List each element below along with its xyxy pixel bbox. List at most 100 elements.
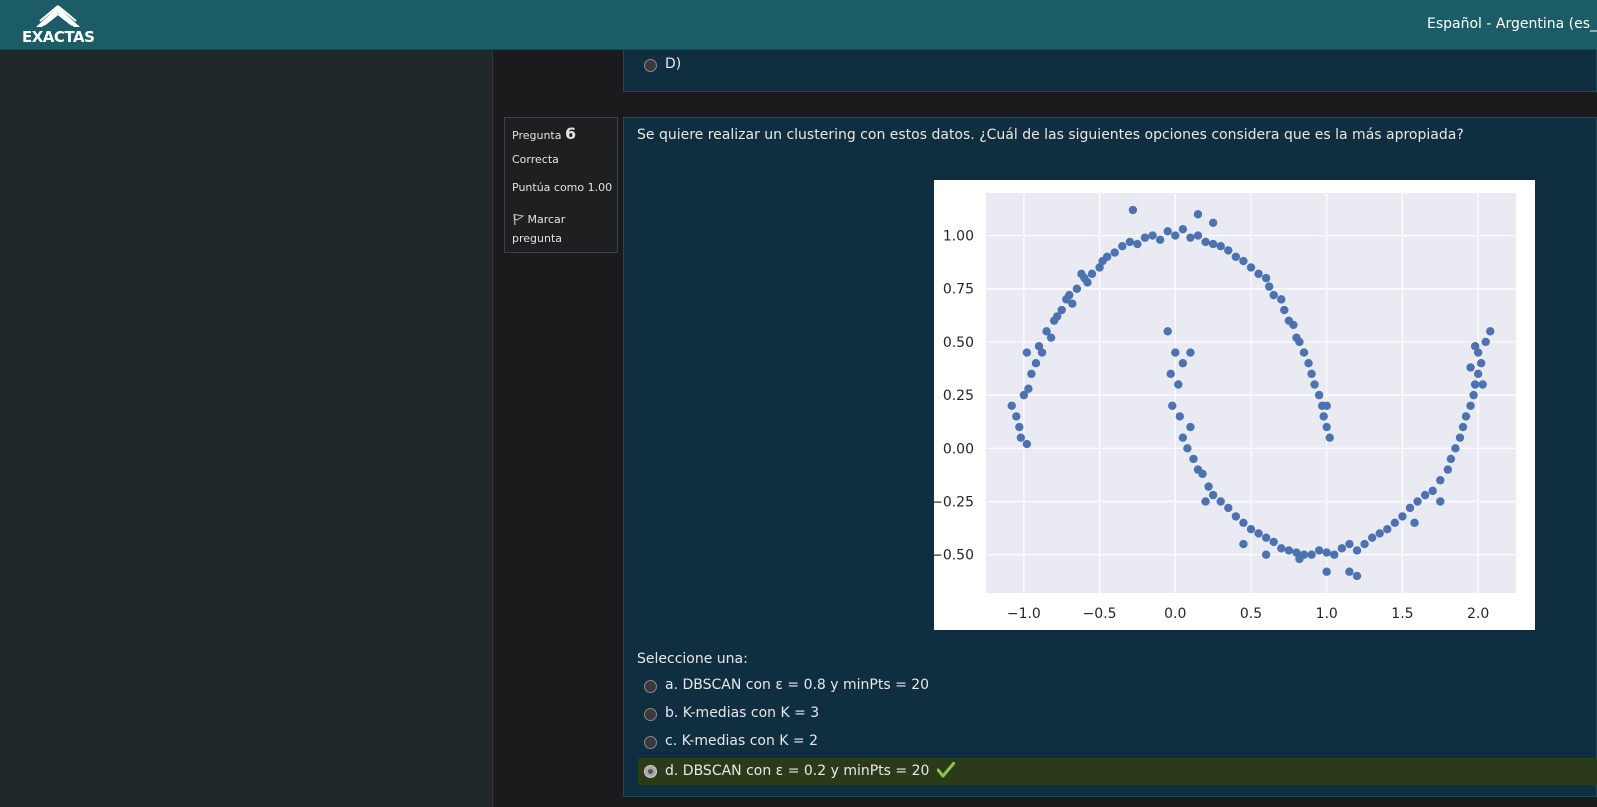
scatter-point (1304, 359, 1313, 368)
y-tick-label: 1.00 (943, 229, 974, 245)
scatter-point (1072, 284, 1082, 293)
scatter-point (1186, 348, 1195, 357)
scatter-point (1077, 269, 1086, 279)
scatter-point (1171, 348, 1180, 357)
scatter-point (1224, 503, 1233, 513)
scatter-point (1310, 380, 1319, 389)
scatter-point (1224, 246, 1233, 255)
scatter-point (1277, 544, 1286, 553)
scatter-point (1446, 454, 1456, 464)
scatter-point (1102, 252, 1112, 262)
scatter-point (1307, 550, 1316, 559)
scatter-point (1034, 341, 1044, 351)
scatter-point (1019, 390, 1029, 400)
scatter-point (1319, 412, 1328, 421)
scatter-point (1163, 327, 1172, 336)
scatter-point (1325, 433, 1334, 442)
x-tick-label: 1.5 (1391, 606, 1413, 622)
scatter-point (1183, 444, 1192, 453)
scatter-point (1239, 256, 1248, 266)
option-radio-d[interactable] (644, 765, 657, 778)
flag-label: Marcar (527, 213, 566, 226)
left-panel (0, 50, 493, 807)
scatter-point (1125, 237, 1135, 247)
scatter-point (1201, 237, 1210, 247)
scatter-point (1007, 401, 1016, 410)
moons-scatter-chart: −1.0 −0.5 0.0 0.5 1.0 1.5 2.0 −0.50 −0.25 0.00 0.2… (931, 180, 1535, 630)
scatter-point (1469, 390, 1478, 400)
scatter-point (1198, 469, 1207, 479)
scatter-point (1031, 359, 1041, 368)
scatter-point (1352, 546, 1362, 555)
scatter-point (1322, 567, 1331, 576)
scatter-point (1208, 490, 1218, 500)
scatter-point (1254, 269, 1263, 279)
scatter-point (1292, 548, 1301, 557)
scatter-point (1216, 497, 1225, 506)
option-label-b[interactable]: b. K-medias con K = 3 (665, 705, 820, 721)
scatter-point (1398, 512, 1407, 521)
x-tick-label: 0.5 (1240, 606, 1262, 622)
scatter-point (1052, 312, 1062, 321)
scatter-point (1016, 433, 1026, 442)
scatter-point (1231, 252, 1241, 262)
option-label-d[interactable]: d. DBSCAN con ε = 0.2 y minPts = 20 (665, 761, 956, 779)
scatter-point (1087, 269, 1097, 279)
option-radio-c[interactable] (644, 736, 657, 749)
top-navbar: EXACTAS Español - Argentina (es_ar (0, 0, 1597, 50)
y-tick-label: 0.25 (943, 388, 974, 404)
option-label-a[interactable]: a. DBSCAN con ε = 0.8 y minPts = 20 (665, 677, 930, 693)
scatter-point (1193, 210, 1203, 219)
scatter-point (1042, 327, 1051, 336)
exactas-logo[interactable]: EXACTAS (22, 5, 95, 47)
y-tick-label: −0.50 (934, 548, 974, 564)
option-radio-d-previous[interactable] (644, 59, 657, 72)
scatter-point (1133, 239, 1142, 249)
scatter-point (1166, 369, 1175, 379)
scatter-point (1314, 546, 1324, 555)
scatter-point (1261, 533, 1271, 542)
question-number: 6 (564, 124, 577, 143)
scatter-point (1027, 369, 1036, 379)
x-tick-label: 0.0 (1164, 606, 1186, 622)
scatter-point (1178, 224, 1188, 234)
scatter-point (1193, 231, 1203, 240)
scatter-point (1420, 490, 1430, 500)
scatter-point (1322, 548, 1331, 557)
scatter-point (1015, 422, 1024, 432)
scatter-point (1216, 241, 1225, 251)
scatter-point (1175, 412, 1185, 421)
scatter-point (1486, 327, 1495, 336)
x-tick-label: −1.0 (1007, 606, 1041, 622)
scatter-point (1095, 263, 1104, 272)
scatter-point (1083, 278, 1092, 287)
scatter-point (1476, 359, 1486, 368)
scatter-point (1436, 497, 1445, 506)
select-one-label: Seleccione una: (637, 651, 748, 667)
language-selector[interactable]: Español - Argentina (es_ar (1427, 16, 1597, 32)
correct-answer-highlight (638, 758, 1597, 785)
scatter-point (1186, 422, 1195, 432)
scatter-point (1367, 533, 1377, 542)
scatter-point (1455, 433, 1465, 442)
option-radio-b[interactable] (644, 708, 657, 721)
scatter-point (1322, 422, 1331, 432)
scatter-point (1466, 401, 1475, 410)
scatter-point (1118, 241, 1127, 251)
scatter-point (1254, 529, 1263, 538)
scatter-point (1390, 518, 1400, 527)
scatter-point (1208, 239, 1218, 249)
scatter-point (1022, 439, 1032, 449)
scatter-point (1289, 320, 1298, 330)
scatter-point (1246, 263, 1256, 272)
option-label-d-text: d. DBSCAN con ε = 0.2 y minPts = 20 (665, 763, 930, 779)
option-label-c[interactable]: c. K-medias con K = 2 (665, 733, 819, 749)
scatter-point (1410, 518, 1419, 527)
scatter-point (1024, 384, 1033, 393)
flag-question-link[interactable]: Marcar pregunta (512, 210, 565, 248)
y-tick-label: 0.00 (943, 441, 974, 457)
scatter-point (1140, 233, 1150, 242)
scatter-point (1239, 539, 1248, 549)
scatter-point (1231, 512, 1241, 521)
option-radio-a[interactable] (644, 680, 657, 693)
